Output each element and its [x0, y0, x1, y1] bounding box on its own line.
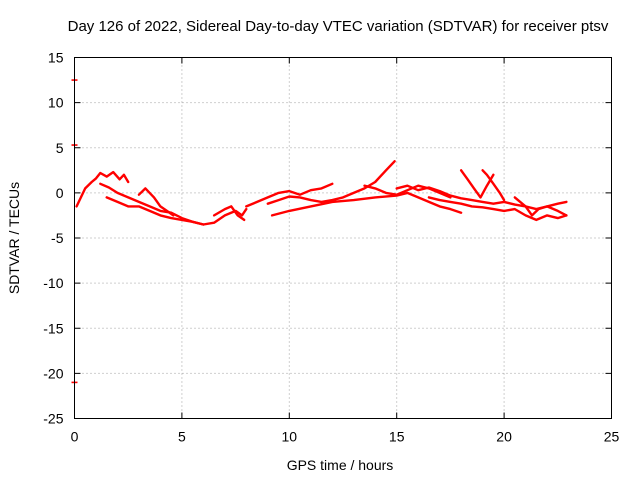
- series-line-track-13: [481, 169, 506, 202]
- x-tick-label: 15: [389, 429, 405, 445]
- x-tick-label: 0: [71, 429, 79, 445]
- y-tick-label: -25: [43, 411, 63, 427]
- y-tick-label: 15: [48, 50, 64, 66]
- chart-title: Day 126 of 2022, Sidereal Day-to-day VTE…: [68, 18, 609, 35]
- series-line-track-2: [99, 182, 248, 226]
- series-line-track-14: [513, 196, 568, 217]
- y-tick-label: 5: [56, 140, 64, 156]
- y-axis-label: SDTVAR / TECUs: [6, 182, 22, 294]
- series-layer: [75, 160, 568, 226]
- x-tick-label: 20: [496, 429, 512, 445]
- grid-layer: [74, 57, 612, 419]
- x-tick-label: 10: [282, 429, 298, 445]
- y-tick-label: -5: [51, 230, 64, 246]
- series-line-track-1: [75, 170, 130, 208]
- series-line-track-5: [212, 205, 246, 222]
- y-tick-label: 10: [48, 95, 64, 111]
- series-line-track-9: [363, 184, 452, 199]
- y-tick-label: -15: [43, 320, 63, 336]
- x-tick-label: 5: [178, 429, 186, 445]
- series-line-track-8: [270, 191, 463, 217]
- series-line-track-6: [245, 182, 334, 208]
- x-axis-label: GPS time / hours: [287, 457, 394, 473]
- x-tick-label: 25: [604, 429, 620, 445]
- series-line-track-12: [459, 169, 495, 199]
- series-line-track-11: [427, 196, 568, 222]
- series-line-track-7: [266, 160, 396, 205]
- y-tick-label: 0: [56, 185, 64, 201]
- series-line-track-3: [105, 196, 205, 226]
- y-tick-label: -20: [43, 365, 63, 381]
- series-line-track-4: [137, 187, 175, 217]
- y-tick-label: -10: [43, 275, 63, 291]
- tick-layer: 0 5 10 15 20 25 -25 -20 -15 -10 -5 0 5 10 15: [43, 50, 619, 445]
